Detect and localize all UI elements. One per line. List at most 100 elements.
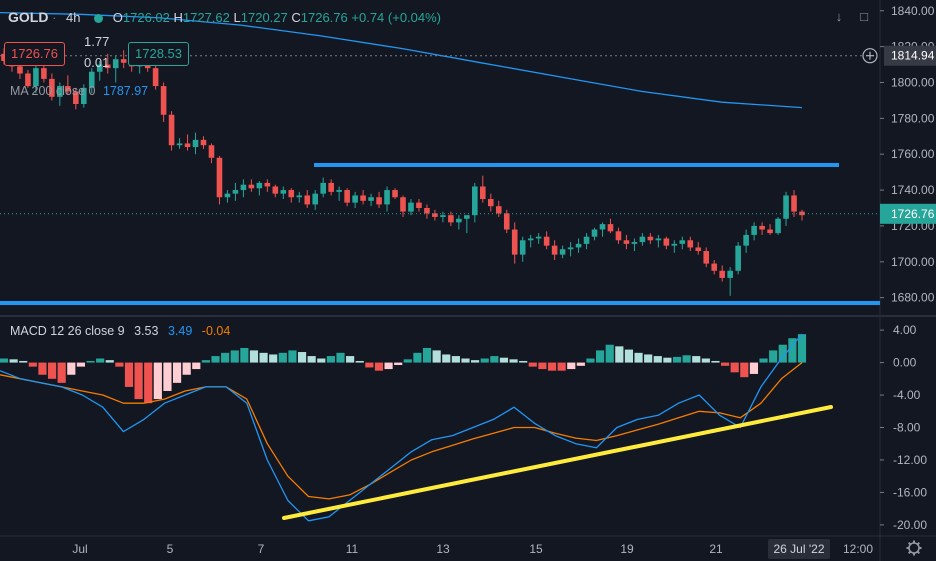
candle-body [583,236,590,244]
candle-body [224,193,231,198]
candle-body [208,145,215,158]
gear-ring [908,542,920,554]
macd-histogram-bar [259,352,268,363]
macd-histogram-bar [144,362,153,404]
candle-body [280,190,287,194]
candle-body [328,182,334,192]
macd-histogram-bar [730,362,739,373]
interval-label[interactable]: 4h [66,10,81,25]
macd-histogram-bar [653,356,662,363]
candle-body [312,193,319,205]
macd-histogram-bar [326,356,335,363]
macd-axis-tick: -4.00 [893,388,921,402]
macd-legend[interactable]: MACD 12 26 close 9 3.53 3.49 -0.04 [10,324,230,338]
macd-histogram-bar [605,344,614,363]
candle-body [248,184,255,189]
candle-body [607,224,614,232]
macd-histogram-bar [519,360,528,363]
candle-body [527,238,534,241]
ohlc-close-label: C [291,10,301,25]
macd-histogram-bar [432,350,441,363]
candle-body [767,229,773,234]
candle-body [727,270,733,278]
ohlc-change: +0.74 (+0.04%) [351,10,442,25]
symbol-header: GOLD · 4h O1726.02 H1727.62 L1720.27 C17… [8,9,442,25]
macd-histogram-bar [576,362,585,366]
time-axis-tick: 7 [258,542,265,556]
candle-body [152,68,159,87]
candle-body [783,195,789,219]
ma-legend[interactable]: MA 200 close 0 1787.97 [10,84,148,98]
download-arrow-icon[interactable]: ↓ [835,9,843,24]
macd-histogram-bar [624,349,634,363]
macd-histogram-bar [394,362,403,366]
candle-body [192,139,199,148]
candle-body [535,236,542,239]
sell-button[interactable]: 1726.76 [4,42,65,66]
candle-body [647,236,654,241]
macd-histogram-bar [749,362,759,374]
candle-body [503,213,510,230]
macd-histogram-bar [778,344,787,363]
crosshair-price-label-bg [884,45,936,66]
macd-histogram-bar [672,356,682,363]
buy-button[interactable]: 1728.53 [128,42,189,66]
time-axis-tick: Jul [72,542,87,556]
candle-body [216,157,223,198]
macd-histogram-bar [499,357,509,363]
candle-body [112,59,119,69]
candle-body [743,234,749,246]
candle-body [775,218,781,234]
candle-body [456,218,462,223]
candle-body [96,64,103,72]
macd-histogram-bar [759,358,768,363]
candle-body [184,143,191,148]
macd-histogram-bar [451,356,460,363]
symbol-name[interactable]: GOLD [8,9,49,25]
candle-body [1,53,7,61]
candle-body [631,242,638,244]
price-axis-tick: 1800.00 [891,75,935,89]
macd-histogram-bar [355,360,364,363]
candle-body [17,66,23,74]
macd-histogram-bar [38,362,47,375]
candle-body [759,225,765,230]
gear-tooth [907,550,912,555]
candle-body [336,190,342,192]
candle-body [432,213,438,217]
ohlc-high: 1727.62 [182,10,230,25]
macd-histogram-bar [528,362,537,367]
ma-legend-label: MA 200 close 0 [10,84,96,98]
macd-histogram-bar [86,360,95,363]
gear-tooth [907,541,912,546]
time-axis-tick: 21 [709,542,723,556]
candle-body [511,229,518,255]
candle-body [240,184,247,191]
macd-histogram-bar [96,358,105,363]
ma200-line [0,11,803,109]
candle-body [472,186,478,216]
candle-body [160,86,167,115]
macd-histogram-bar [547,362,557,371]
status-dot [94,14,104,24]
candle-body [344,190,350,203]
macd-histogram-bar [105,360,114,363]
macd-histogram-bar [297,352,307,363]
ohlc-low: 1720.27 [240,10,288,25]
candle-body [400,197,406,212]
price-axis-tick: 1740.00 [891,183,935,197]
fullscreen-icon[interactable]: □ [860,9,868,24]
candle-body [304,195,311,205]
macd-histogram-bar [76,362,86,367]
macd-histogram-bar [288,350,297,363]
macd-legend-label: MACD 12 26 close 9 [10,324,125,338]
candle-body [232,190,239,194]
macd-histogram-bar [230,350,239,363]
settings-gear-icon[interactable] [906,540,922,556]
candle-body [559,249,566,255]
candle-body [376,197,382,205]
macd-histogram-bar [403,359,412,363]
crosshair-add-icon[interactable] [862,48,878,64]
candle-body [41,68,47,79]
